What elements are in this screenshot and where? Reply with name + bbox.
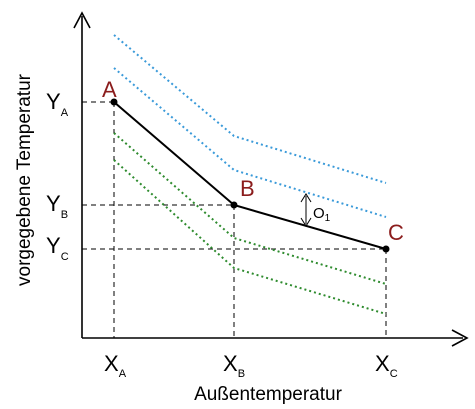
x-tick-a: XA bbox=[104, 351, 127, 380]
lower-offset-curve-2 bbox=[113, 159, 387, 315]
point-b-marker bbox=[230, 201, 238, 209]
point-b-label: B bbox=[240, 176, 255, 201]
y-tick-a: YA bbox=[46, 89, 69, 119]
x-axis-arrow bbox=[451, 329, 469, 347]
offset-arrow-head-bottom bbox=[300, 217, 312, 227]
offset-marker: O1 bbox=[300, 193, 331, 227]
axes bbox=[73, 11, 469, 347]
x-axis-title: Außentemperatur bbox=[194, 384, 343, 405]
y-axis-title: vorgegebene Temperatur bbox=[14, 73, 35, 286]
x-tick-b: XB bbox=[223, 351, 245, 380]
y-axis-arrow bbox=[73, 11, 91, 29]
upper-offset-curve-2 bbox=[113, 34, 387, 184]
lower-offset-curve-1 bbox=[113, 132, 387, 285]
point-a-label: A bbox=[102, 77, 117, 102]
point-c-marker bbox=[382, 245, 390, 253]
upper-offset-curves bbox=[113, 34, 387, 218]
point-c-label: C bbox=[388, 220, 404, 245]
y-tick-c: YC bbox=[46, 233, 69, 263]
point-a-marker bbox=[110, 98, 118, 106]
lower-offset-curves bbox=[113, 132, 387, 315]
offset-label: O1 bbox=[313, 205, 331, 224]
offset-arrow-head-top bbox=[300, 193, 312, 203]
guide-lines bbox=[82, 101, 387, 338]
y-tick-b: YB bbox=[46, 191, 68, 221]
x-tick-c: XC bbox=[375, 351, 398, 380]
